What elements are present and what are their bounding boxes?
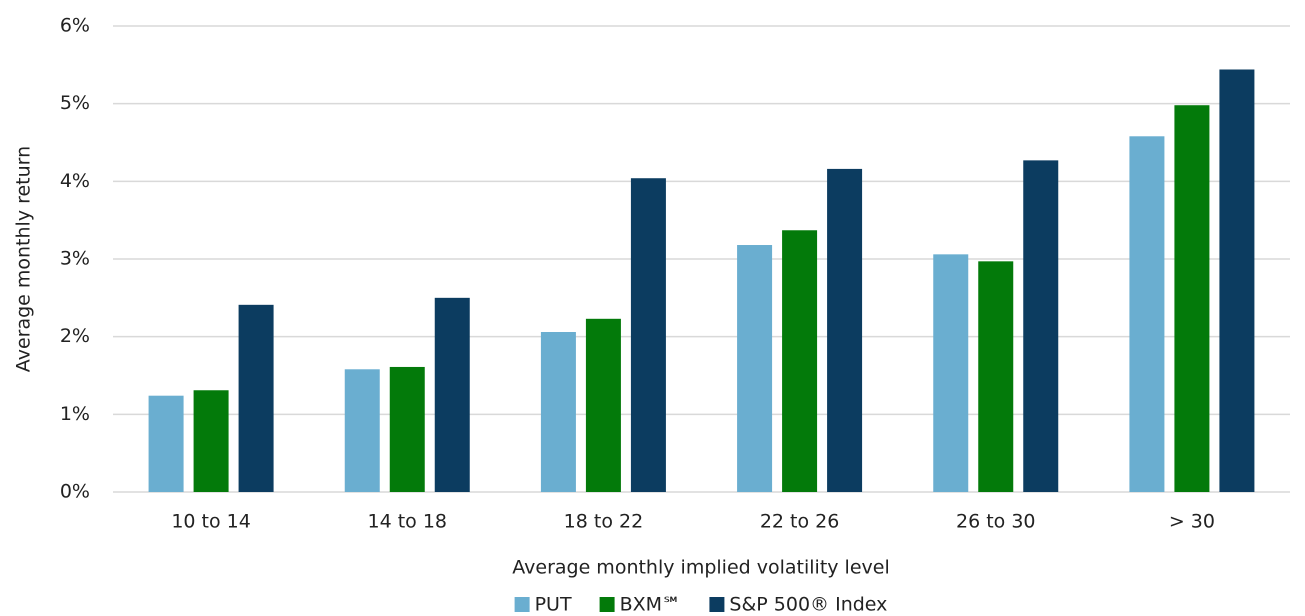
x-tick-label: 14 to 18: [367, 511, 447, 533]
legend-swatch: [599, 597, 615, 612]
y-tick-label: 0%: [60, 481, 90, 503]
bar: [193, 390, 229, 492]
bar: [827, 168, 863, 492]
legend-swatch: [514, 597, 530, 612]
bar: [1023, 160, 1059, 492]
y-tick-label: 2%: [60, 325, 90, 347]
bar: [737, 245, 773, 492]
bar: [933, 254, 969, 492]
legend-label: PUT: [535, 594, 572, 616]
x-tick-label: 10 to 14: [171, 511, 251, 533]
y-tick-label: 1%: [60, 403, 90, 425]
y-tick-label: 3%: [60, 248, 90, 270]
bar: [1174, 105, 1210, 492]
bar: [434, 297, 470, 492]
bar: [1219, 69, 1255, 492]
bar: [630, 178, 666, 492]
legend-swatch: [709, 597, 725, 612]
y-tick-label: 4%: [60, 170, 90, 192]
bar: [1129, 136, 1165, 492]
bar: [782, 230, 818, 492]
bar: [585, 318, 621, 492]
bar: [238, 304, 274, 492]
bar: [540, 332, 576, 492]
legend-label: S&P 500® Index: [729, 594, 887, 616]
bar: [978, 261, 1014, 492]
y-tick-label: 6%: [60, 15, 90, 37]
x-axis-label: Average monthly implied volatility level: [512, 557, 889, 579]
legend-label: BXM℠: [620, 594, 682, 616]
bar: [148, 395, 184, 492]
x-tick-label: > 30: [1169, 511, 1215, 533]
bar: [389, 366, 425, 492]
x-tick-label: 26 to 30: [956, 511, 1036, 533]
y-tick-label: 5%: [60, 92, 90, 114]
x-tick-label: 18 to 22: [564, 511, 644, 533]
x-tick-label: 22 to 26: [760, 511, 840, 533]
y-axis-label: Average monthly return: [13, 146, 35, 372]
bar: [344, 369, 380, 492]
